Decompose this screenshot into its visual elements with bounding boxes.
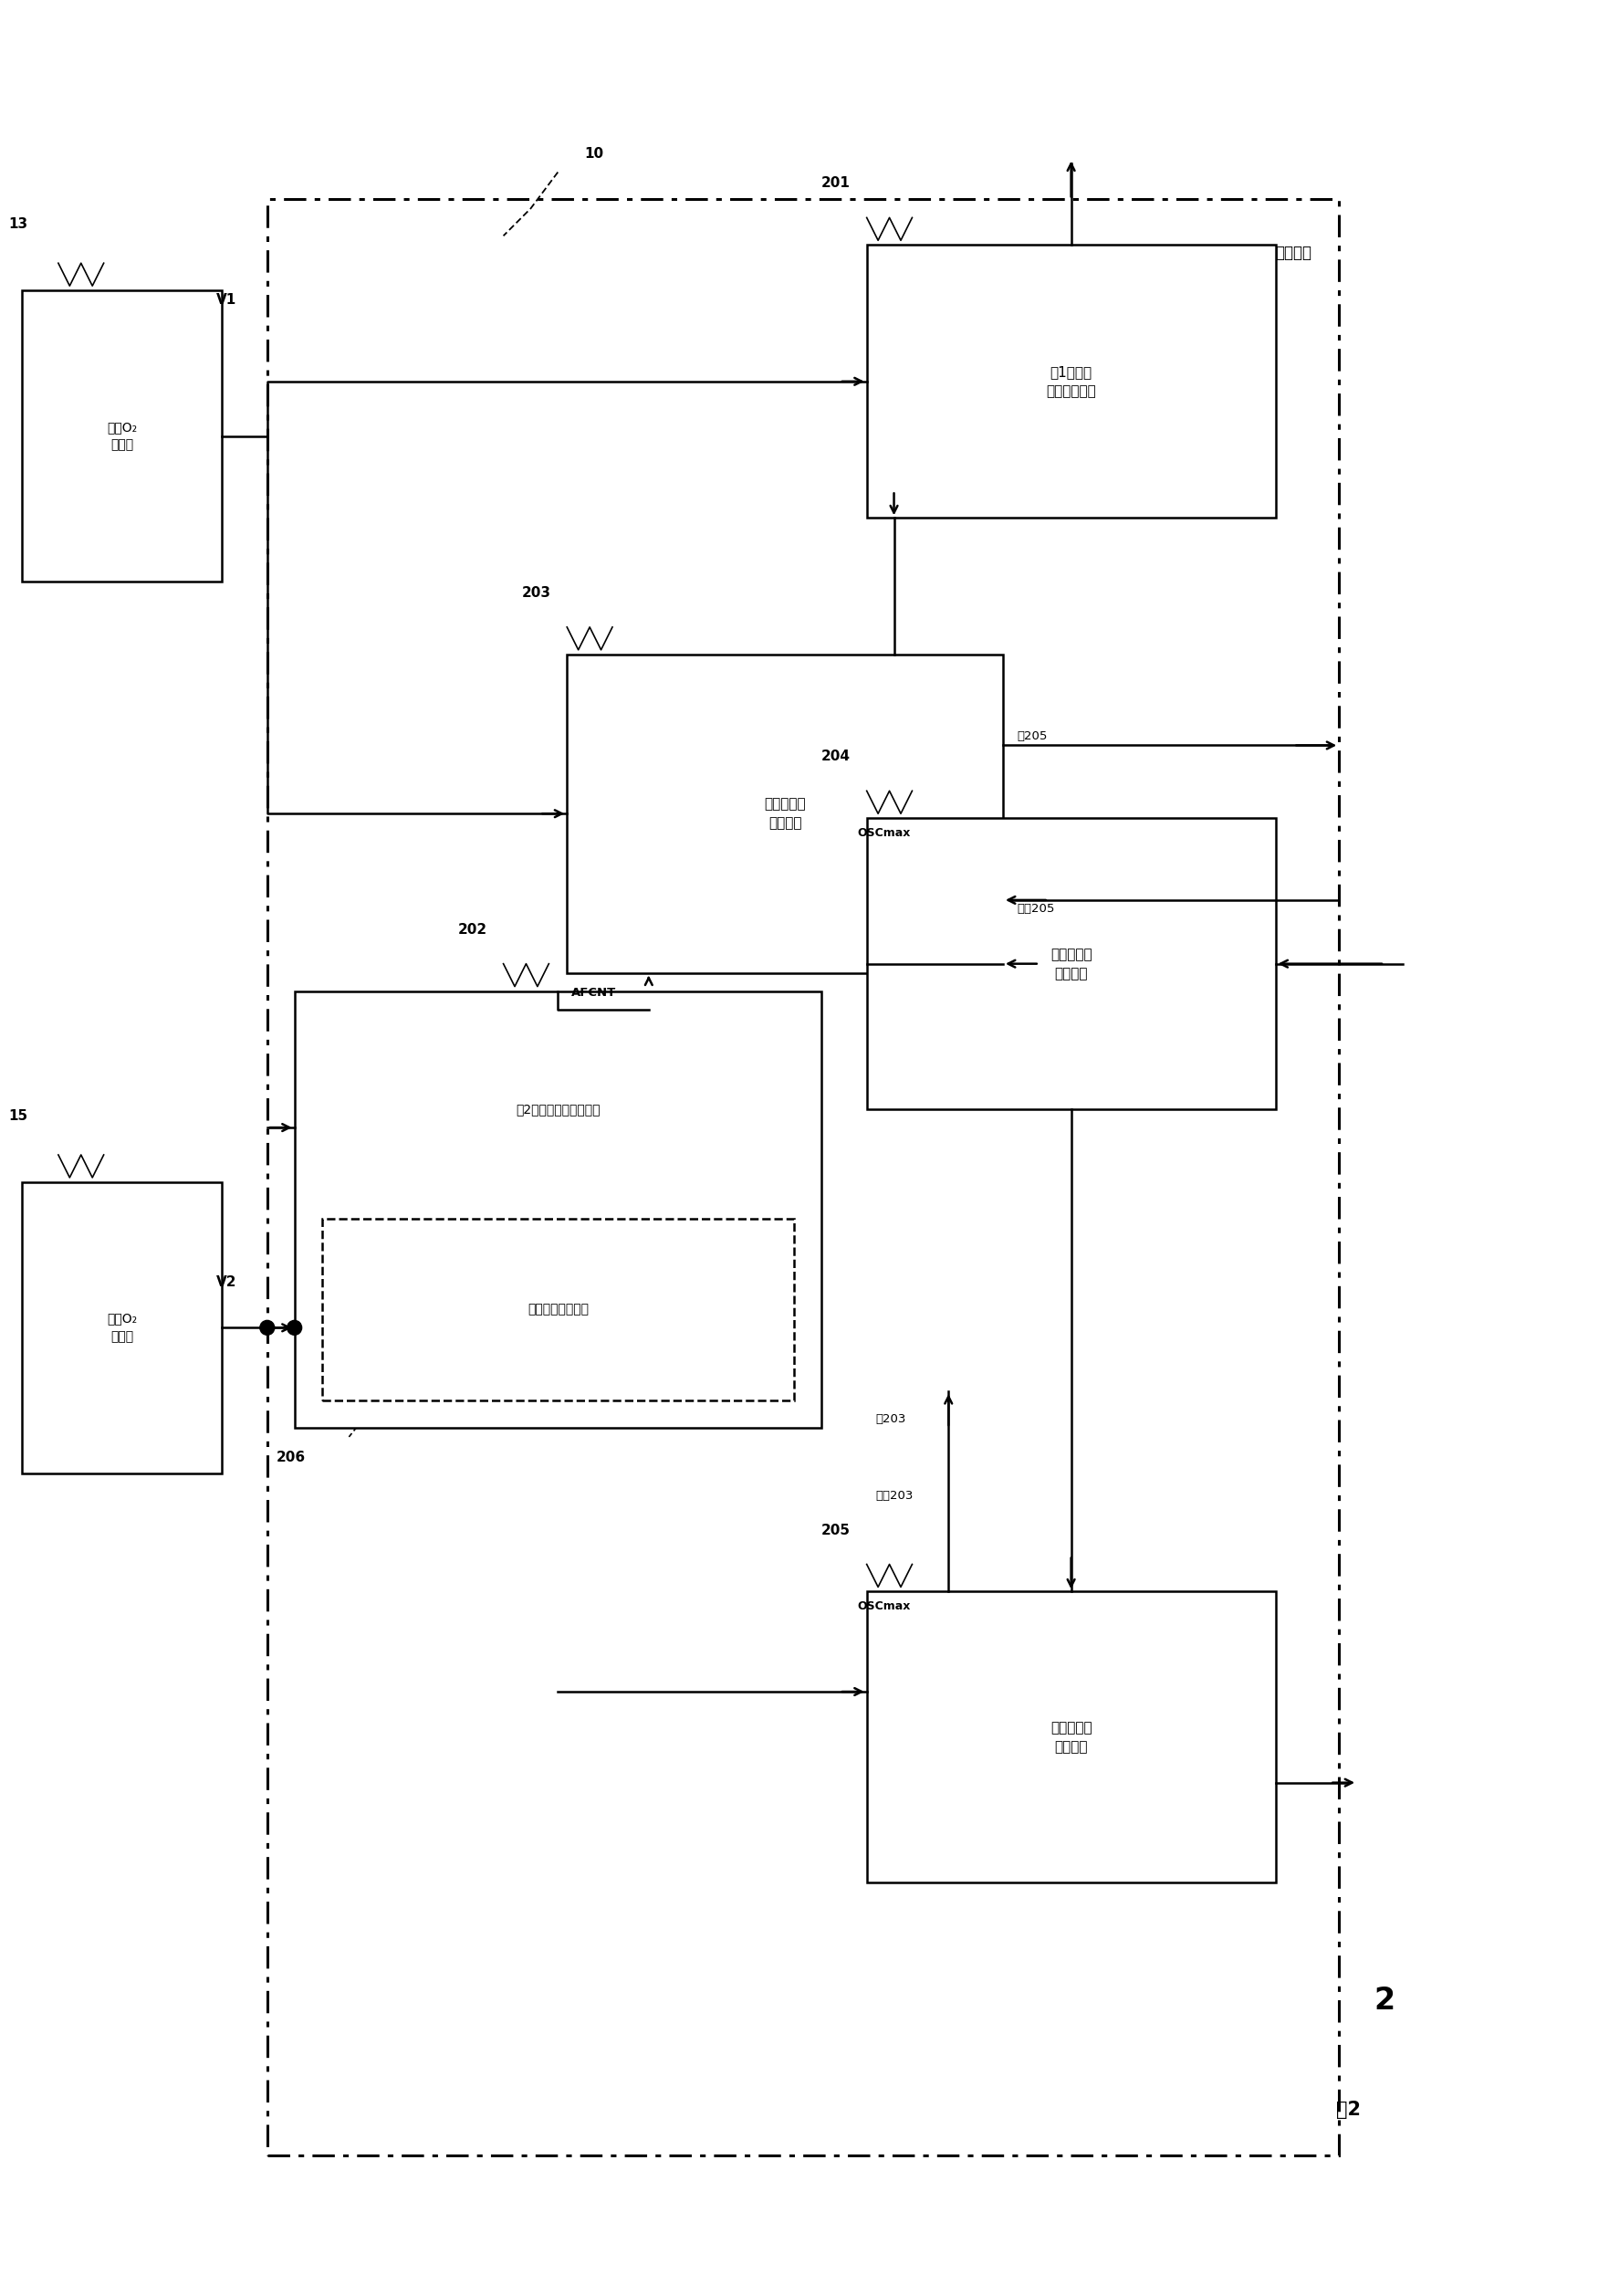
- Text: 203: 203: [521, 585, 550, 599]
- Text: 控制增益更改单元: 控制增益更改单元: [528, 1304, 589, 1316]
- Text: AFCNT: AFCNT: [571, 987, 616, 999]
- FancyBboxPatch shape: [566, 654, 1002, 974]
- Text: 催化剂劣化
诊断单元: 催化剂劣化 诊断单元: [1051, 1720, 1093, 1754]
- FancyBboxPatch shape: [867, 246, 1276, 519]
- Text: 第2空燃比反馈控制单元: 第2空燃比反馈控制单元: [515, 1102, 600, 1116]
- Text: 下游O₂
传感器: 下游O₂ 传感器: [106, 1313, 137, 1343]
- Text: 来自203: 来自203: [875, 1490, 914, 1502]
- Text: 202: 202: [459, 923, 488, 937]
- Text: 201: 201: [821, 177, 851, 191]
- Text: 205: 205: [821, 1522, 851, 1536]
- Text: 平均空燃比
振动单元: 平均空燃比 振动单元: [764, 797, 806, 831]
- FancyBboxPatch shape: [867, 1591, 1276, 1883]
- Text: OSCmax: OSCmax: [858, 1600, 911, 1612]
- Text: 第1空燃比
反馈控制单元: 第1空燃比 反馈控制单元: [1046, 365, 1096, 397]
- FancyBboxPatch shape: [322, 1219, 795, 1401]
- Text: 13: 13: [8, 218, 27, 232]
- Text: OSCmax: OSCmax: [858, 827, 911, 838]
- Circle shape: [286, 1320, 302, 1334]
- Text: 来自205: 来自205: [1017, 902, 1054, 916]
- Text: 至205: 至205: [1017, 730, 1047, 742]
- Text: V1: V1: [216, 292, 237, 305]
- Text: 2: 2: [1374, 1986, 1395, 2016]
- FancyBboxPatch shape: [23, 1182, 222, 1474]
- Text: 上游O₂
传感器: 上游O₂ 传感器: [106, 420, 137, 452]
- FancyBboxPatch shape: [867, 817, 1276, 1109]
- Text: 206: 206: [277, 1451, 306, 1465]
- Text: 至203: 至203: [875, 1412, 906, 1424]
- FancyBboxPatch shape: [294, 992, 821, 1428]
- Text: 图2: 图2: [1335, 2101, 1361, 2119]
- Text: 10: 10: [584, 147, 603, 161]
- Text: 最大吸氧量
运算单元: 最大吸氧量 运算单元: [1051, 948, 1093, 980]
- Text: 15: 15: [8, 1109, 27, 1123]
- Text: 控制电路: 控制电路: [1276, 246, 1311, 262]
- Circle shape: [261, 1320, 275, 1334]
- Text: V2: V2: [216, 1274, 237, 1288]
- Text: 204: 204: [821, 751, 851, 765]
- FancyBboxPatch shape: [23, 289, 222, 581]
